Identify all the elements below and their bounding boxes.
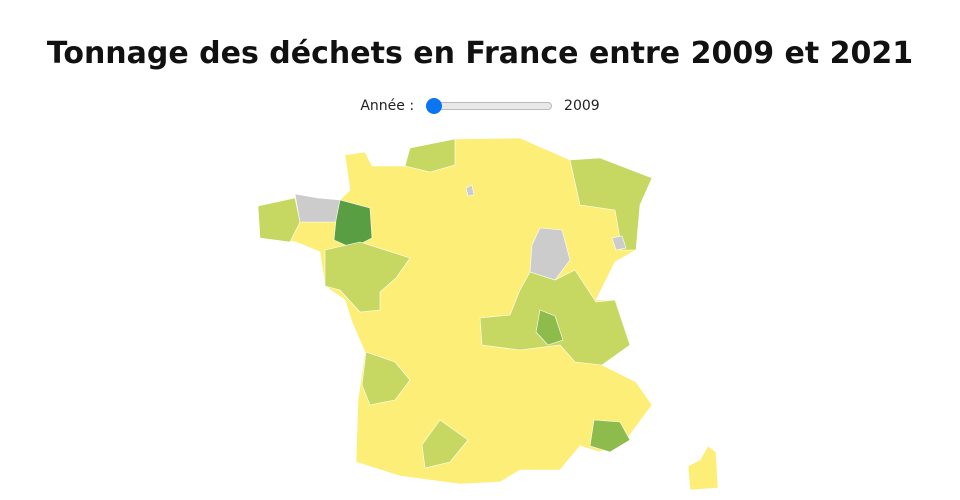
region [421, 419, 469, 469]
slider-thumb[interactable] [426, 98, 443, 114]
region [361, 351, 411, 406]
region [257, 197, 301, 243]
title: Tonnage des déchets en France entre 2009… [46, 36, 914, 71]
controls: Année : 2009 [0, 98, 960, 114]
region [611, 235, 627, 251]
slider-track [426, 102, 553, 110]
slider-label: Année : [360, 98, 415, 114]
region [465, 184, 475, 197]
slider-value: 2009 [564, 98, 600, 114]
region [569, 157, 653, 251]
region [333, 199, 373, 249]
region [404, 138, 456, 173]
corsica [687, 445, 719, 491]
region [589, 419, 631, 453]
map [257, 137, 719, 491]
region [324, 241, 411, 313]
region [535, 309, 564, 346]
year-slider[interactable] [426, 98, 553, 114]
region [294, 193, 341, 223]
